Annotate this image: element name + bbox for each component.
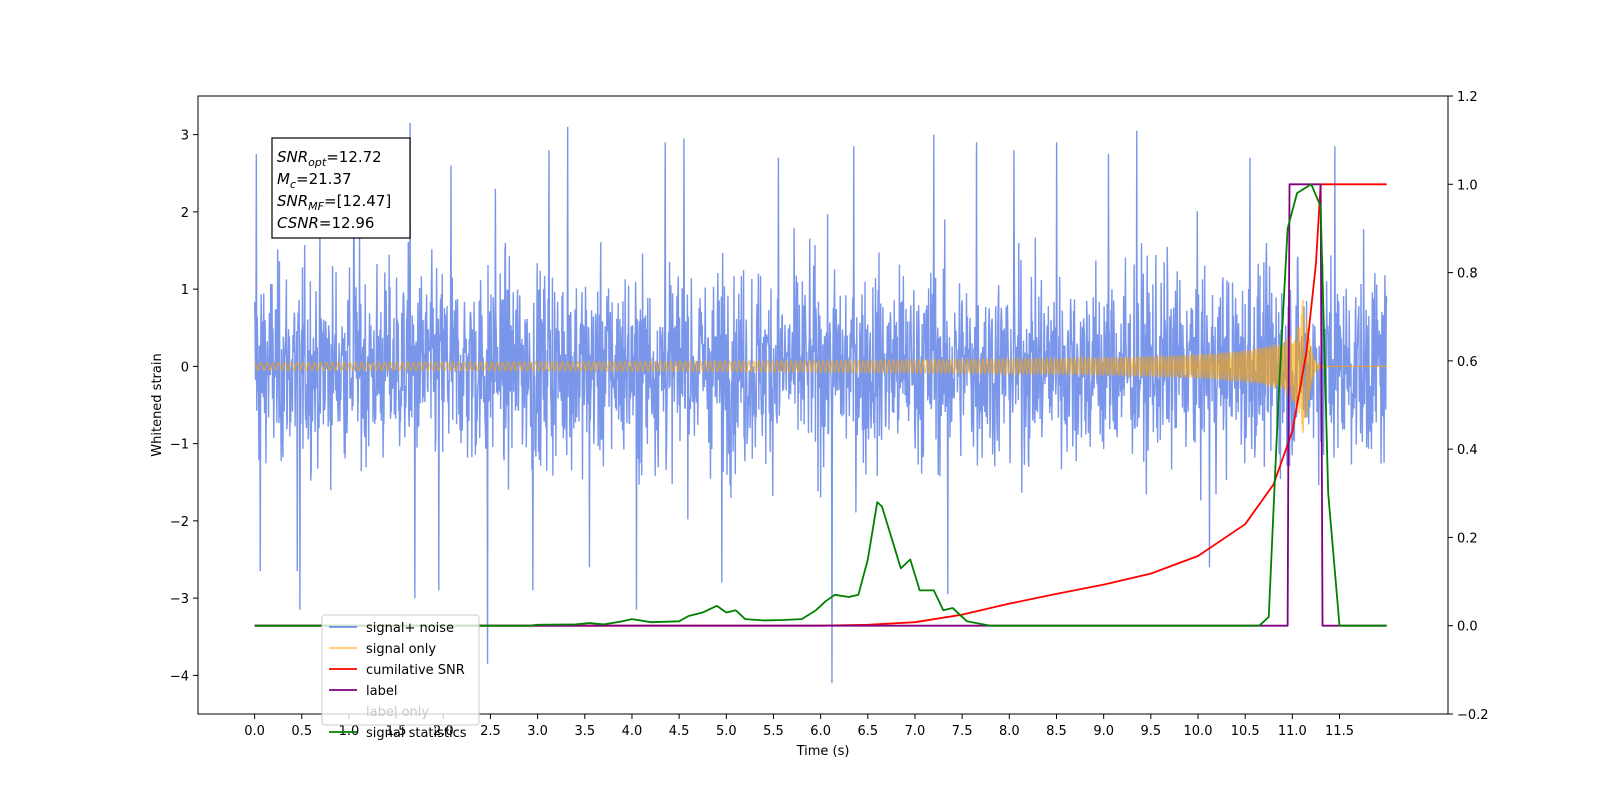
y-tick-label: 1	[181, 283, 189, 298]
series-line-signal-statistics	[254, 183, 1387, 627]
y2-tick-label: 0.4	[1457, 443, 1478, 458]
y2-tick-label: 1.2	[1457, 90, 1478, 105]
x-tick-label: 8.0	[999, 724, 1020, 739]
y2-tick-label: 1.0	[1457, 178, 1478, 193]
y-tick-label: 2	[181, 206, 189, 221]
x-tick-label: 5.5	[763, 724, 784, 739]
x-tick-label: 3.0	[527, 724, 548, 739]
annotation-symbol: M	[277, 170, 290, 188]
series-line-cumilative-snr	[254, 183, 1387, 627]
x-tick-label: 2.0	[433, 724, 454, 739]
y-tick-label: −1	[170, 438, 189, 453]
annotation-value: =12.96	[319, 214, 375, 232]
annotation-line: Mc=21.37	[277, 170, 352, 191]
legend-label: label only	[366, 705, 429, 720]
x-tick-label: 0.5	[291, 724, 312, 739]
annotation-line: CSNR=12.96	[277, 214, 374, 232]
annotation-line: SNRMF=[12.47]	[277, 192, 391, 213]
y-tick-label: −3	[170, 592, 189, 607]
annotation-subscript: opt	[308, 156, 327, 169]
annotation-symbol: CSNR	[277, 214, 319, 232]
annotation-box: SNRopt=12.72Mc=21.37SNRMF=[12.47]CSNR=12…	[271, 137, 411, 239]
y2-tick-label: 0.6	[1457, 355, 1478, 370]
y2-tick-label: 0.0	[1457, 620, 1478, 635]
annotation-line: SNRopt=12.72	[277, 148, 382, 169]
y2-tick-label: 0.8	[1457, 267, 1478, 282]
x-axis-title: Time (s)	[796, 744, 850, 759]
y2-tick-label: 0.2	[1457, 531, 1478, 546]
x-tick-label: 3.5	[574, 724, 595, 739]
x-tick-label: 10.0	[1184, 724, 1213, 739]
y2-tick-label: −0.2	[1457, 708, 1489, 723]
x-tick-label: 6.0	[810, 724, 831, 739]
legend-label: cumilative SNR	[366, 663, 465, 678]
series-layer	[253, 123, 1388, 684]
x-tick-label: 8.5	[1046, 724, 1067, 739]
x-tick-label: 7.0	[905, 724, 926, 739]
y-tick-label: 3	[181, 129, 189, 144]
legend-label: signal statistics	[366, 726, 467, 741]
x-tick-label: 2.5	[480, 724, 501, 739]
axes-layer: 0.0 0.5 1.0 1.5 2.0 2.5 3.0 3.5 4.0 4.5 5.0 5.5 6.0 6…	[170, 90, 1489, 739]
annotation-value: =12.72	[326, 148, 382, 166]
plot-frame	[197, 95, 1449, 715]
annotation-frame	[271, 137, 411, 239]
y-tick-label: 0	[181, 360, 189, 375]
legend-label: signal only	[366, 642, 436, 657]
x-tick-label: 4.5	[669, 724, 690, 739]
annotation-subscript: MF	[308, 200, 324, 213]
y-tick-label: −4	[170, 669, 189, 684]
annotation-value: =21.37	[296, 170, 352, 188]
annotation-symbol: SNR	[277, 148, 308, 166]
annotation-symbol: SNR	[277, 192, 308, 210]
annotation-subscript: c	[290, 178, 296, 191]
legend: signal+ noise signal only cumilative SNR la…	[321, 614, 480, 741]
x-tick-label: 11.0	[1278, 724, 1307, 739]
y-axis-title: Whitened strain	[150, 353, 165, 456]
x-tick-label: 5.0	[716, 724, 737, 739]
x-tick-label: 1.5	[386, 724, 407, 739]
legend-label: signal+ noise	[366, 621, 454, 636]
x-tick-label: 7.5	[952, 724, 973, 739]
y-tick-label: −2	[170, 515, 189, 530]
x-tick-label: 9.5	[1140, 724, 1161, 739]
x-tick-label: 10.5	[1231, 724, 1260, 739]
x-tick-label: 0.0	[244, 724, 265, 739]
x-tick-label: 4.0	[622, 724, 643, 739]
legend-label: label	[366, 684, 397, 699]
legend-frame	[321, 614, 480, 726]
x-tick-label: 9.0	[1093, 724, 1114, 739]
series-line-signal-noise	[253, 123, 1388, 684]
series-line-signal-only	[254, 299, 1387, 433]
annotation-value: =[12.47]	[324, 192, 391, 210]
x-tick-label: 6.5	[857, 724, 878, 739]
x-tick-label: 11.5	[1325, 724, 1354, 739]
